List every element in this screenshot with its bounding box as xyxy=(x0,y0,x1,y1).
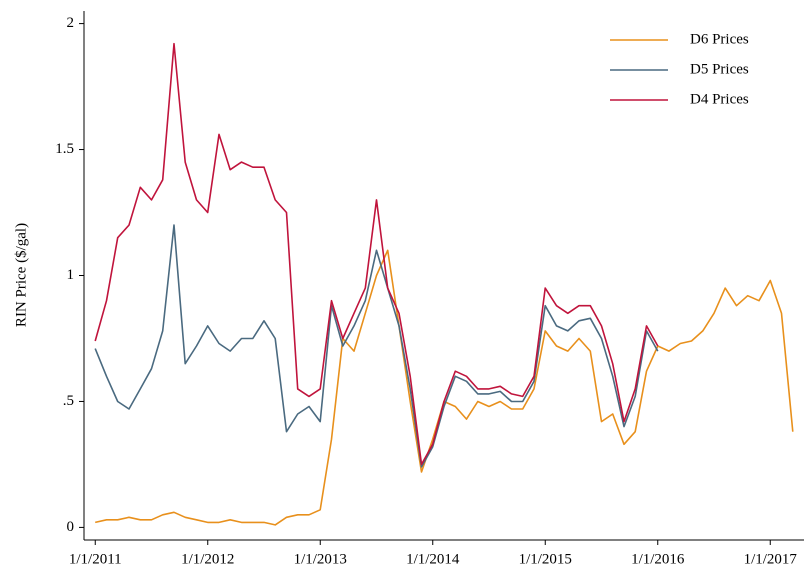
legend-label: D6 Prices xyxy=(690,31,749,47)
y-tick-label: .5 xyxy=(63,393,74,409)
y-tick-label: 1.5 xyxy=(55,141,74,157)
y-tick-label: 2 xyxy=(67,15,75,31)
legend-label: D5 Prices xyxy=(690,61,749,77)
series-line xyxy=(94,224,659,468)
y-axis-label: RIN Price ($/gal) xyxy=(13,223,29,327)
series-line xyxy=(94,42,659,466)
x-tick-label: 1/1/2014 xyxy=(406,551,460,567)
x-tick-label: 1/1/2016 xyxy=(631,551,685,567)
legend-label: D4 Prices xyxy=(690,91,749,107)
x-tick-label: 1/1/2011 xyxy=(69,551,122,567)
y-tick-label: 1 xyxy=(67,267,75,283)
x-tick-label: 1/1/2015 xyxy=(519,551,572,567)
series-line xyxy=(95,249,794,526)
x-tick-label: 1/1/2017 xyxy=(744,551,798,567)
x-tick-label: 1/1/2012 xyxy=(181,551,234,567)
y-tick-label: 0 xyxy=(67,519,75,535)
x-tick-label: 1/1/2013 xyxy=(294,551,347,567)
